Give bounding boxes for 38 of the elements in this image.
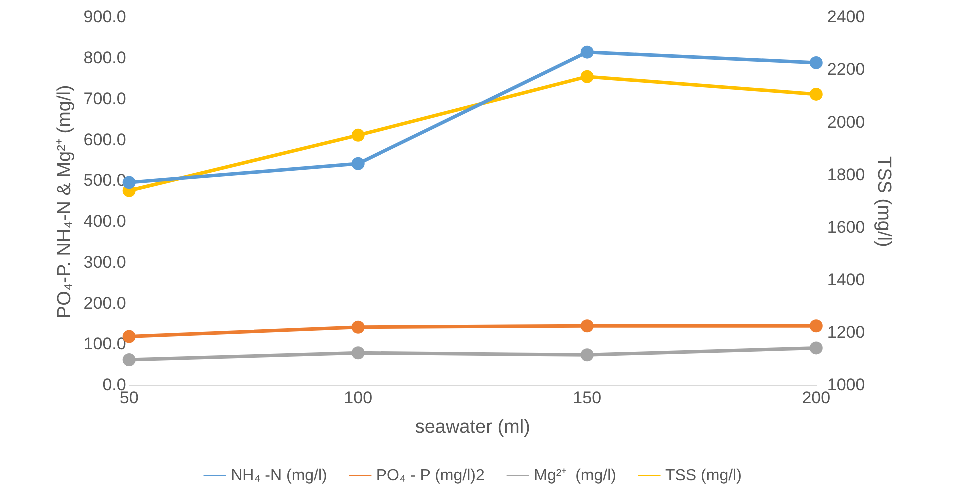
y2-tick-label: 1800	[827, 165, 866, 184]
point	[352, 157, 365, 170]
y2-tick-label: 2200	[827, 60, 866, 80]
y2-tick-label: 2000	[827, 112, 866, 132]
legend-label: PO₄ - P (mg/l)2	[376, 467, 485, 484]
legend-label: NH₄ -N (mg/l)	[231, 467, 328, 484]
y-tick-label: 800.0	[84, 48, 126, 68]
y-tick-label: 100.0	[84, 334, 126, 354]
y2-tick-label: 1200	[827, 322, 866, 342]
point	[352, 346, 365, 360]
x-axis-title: seawater (ml)	[415, 416, 530, 438]
y-tick-label: 300.0	[84, 252, 126, 272]
y-tick-label: 200.0	[84, 294, 126, 313]
point	[810, 88, 823, 101]
point	[122, 354, 136, 367]
y2-axis-title: TSS (mg/l)	[873, 156, 894, 248]
y2-tick-label: 1600	[827, 218, 866, 237]
y-tick-label: 700.0	[84, 89, 126, 108]
point	[580, 70, 594, 84]
y2-tick-label: 1400	[827, 270, 866, 290]
y-axis-title: PO₄-P. NH₄-N & Mg²⁺ (mg/l)	[54, 85, 76, 319]
point	[352, 128, 365, 142]
y-tick-label: 400.0	[84, 212, 126, 232]
x-tick-label: 150	[573, 388, 602, 408]
point	[352, 320, 365, 334]
y-tick-label: 900.0	[84, 8, 126, 27]
x-tick-label: 100	[344, 388, 373, 408]
legend-label: TSS (mg/l)	[665, 467, 742, 484]
legend-label: Mg²⁺ (mg/l)	[534, 467, 616, 484]
point	[810, 320, 823, 333]
x-tick-label: 200	[802, 388, 831, 408]
point	[580, 46, 594, 59]
y2-tick-label: 2400	[827, 8, 866, 27]
point	[810, 56, 823, 70]
y-tick-label: 600.0	[84, 130, 126, 150]
point	[810, 342, 823, 355]
point	[580, 320, 594, 333]
point	[580, 348, 594, 362]
